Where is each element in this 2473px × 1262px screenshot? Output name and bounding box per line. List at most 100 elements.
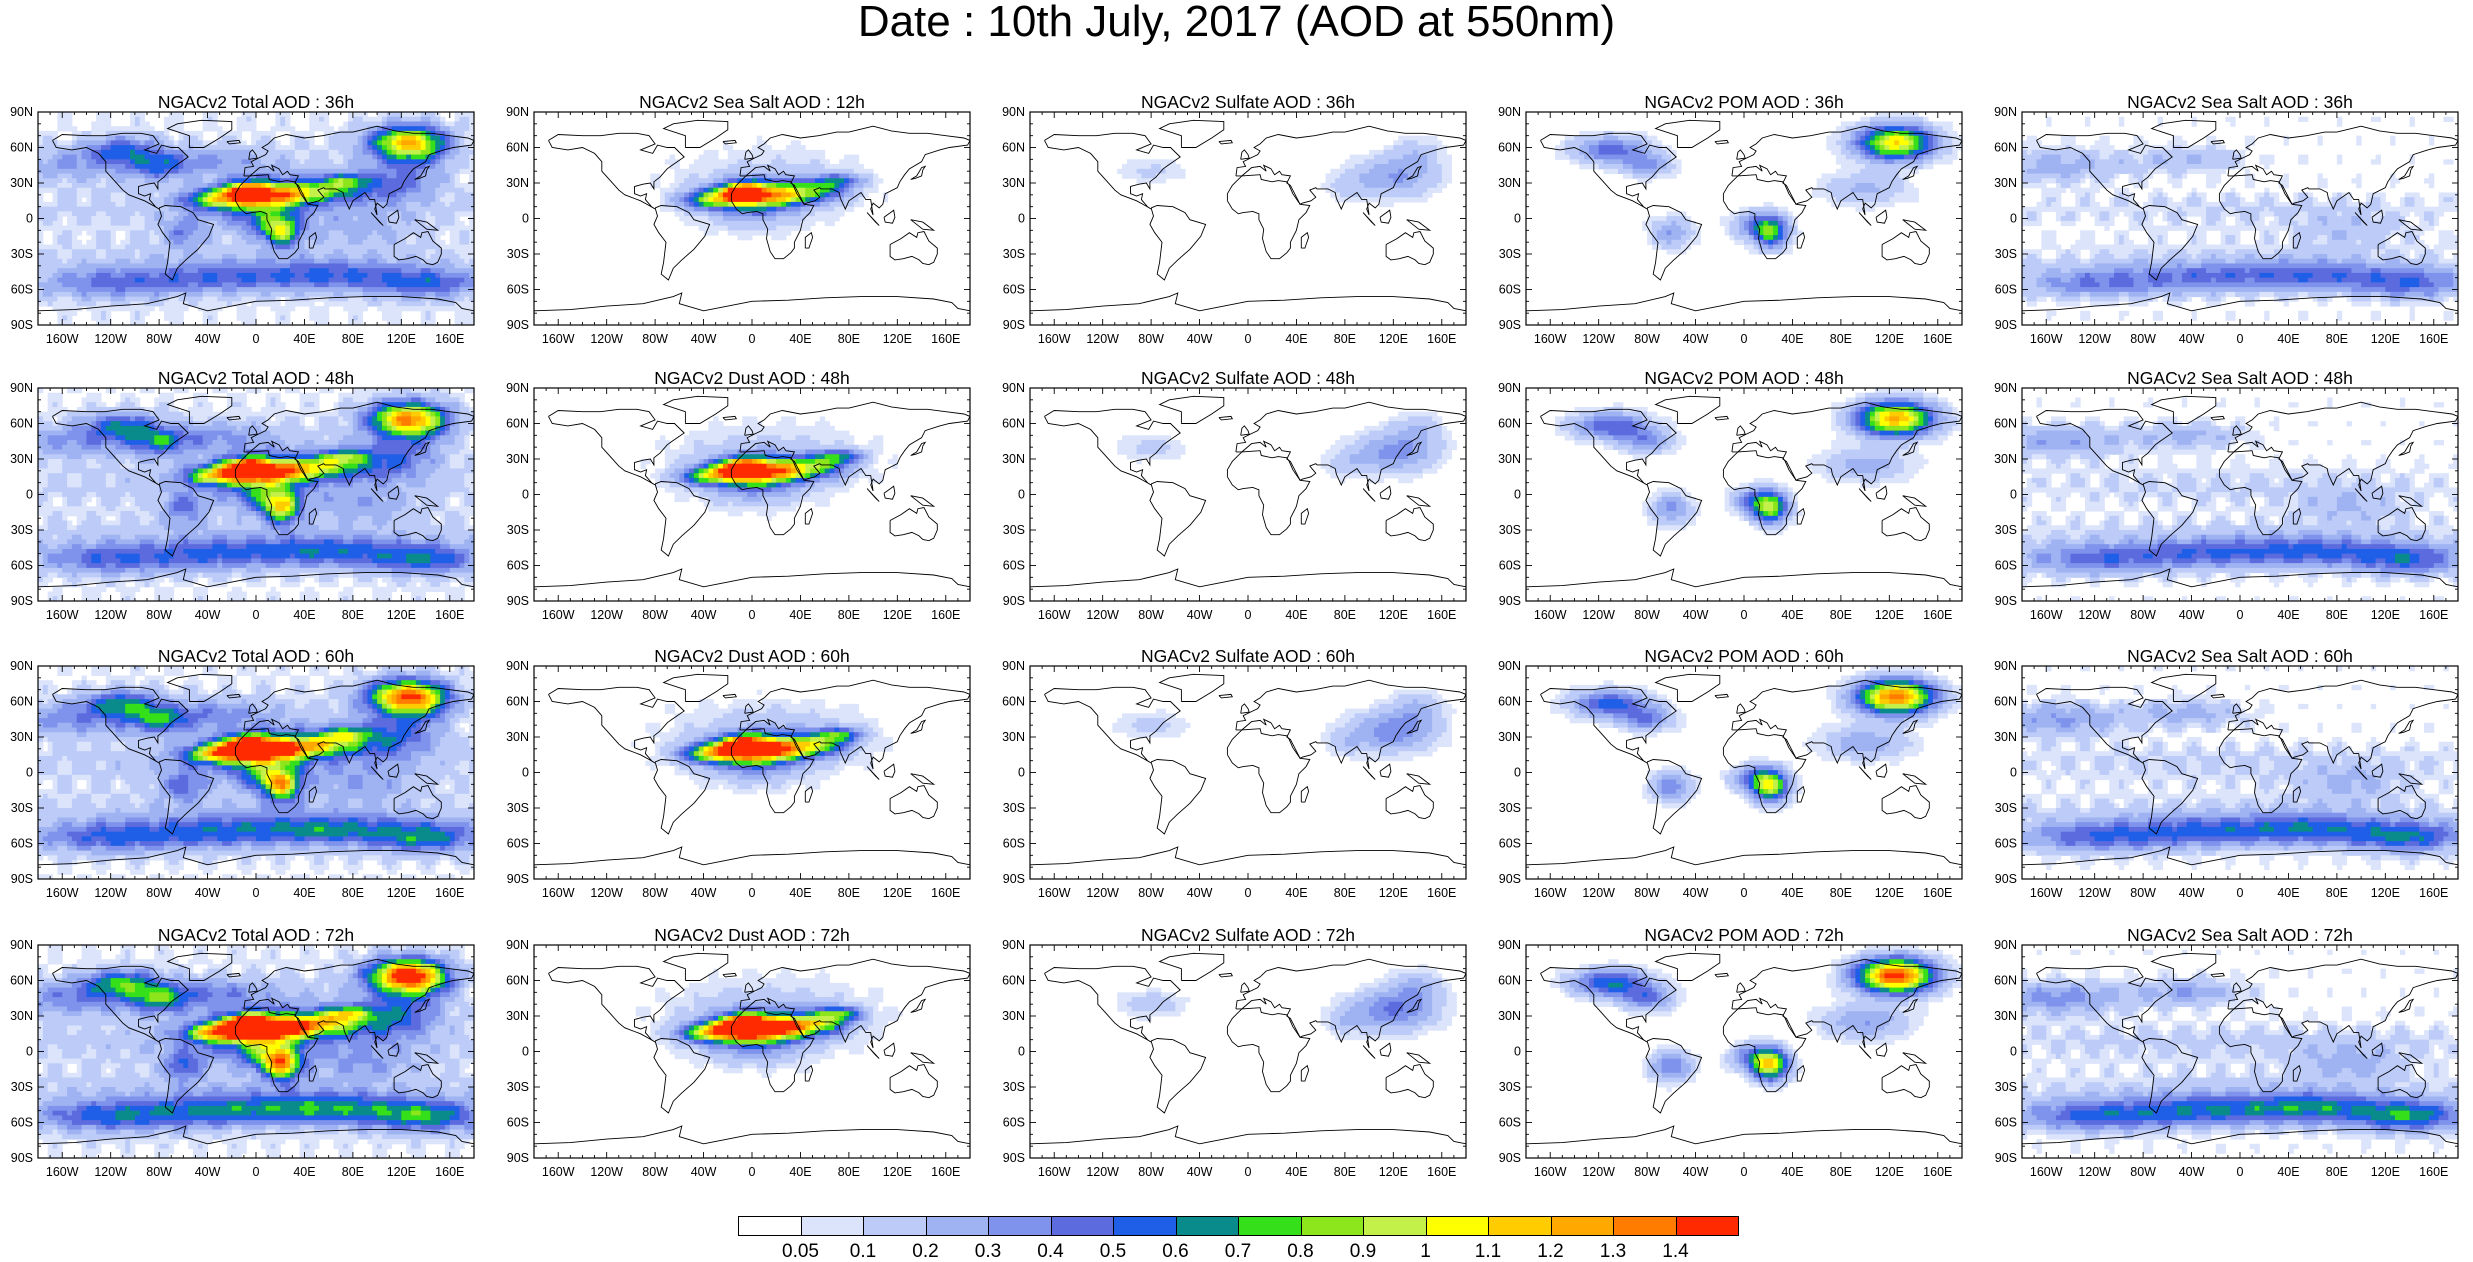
lat-tick-label: 60S bbox=[507, 283, 529, 297]
lat-tick-label: 90S bbox=[1995, 594, 2017, 608]
panel-title: NGACv2 POM AOD : 72h bbox=[1526, 925, 1962, 945]
lat-tick-label: 30N bbox=[1498, 176, 1521, 190]
lon-tick-label: 0 bbox=[253, 332, 260, 346]
lon-tick-label: 40W bbox=[2179, 608, 2205, 622]
lon-tick-label: 160E bbox=[1923, 886, 1952, 900]
lon-tick-label: 160E bbox=[1923, 608, 1952, 622]
lat-tick-label: 60N bbox=[10, 695, 33, 709]
lon-tick-label: 40E bbox=[1781, 886, 1803, 900]
lon-tick-label: 0 bbox=[253, 1165, 260, 1179]
lat-tick-label: 30N bbox=[10, 452, 33, 466]
lat-tick-label: 90S bbox=[1499, 872, 1521, 886]
lat-tick-label: 30S bbox=[1995, 1080, 2017, 1094]
lon-tick-label: 80W bbox=[2130, 332, 2156, 346]
lon-tick-label: 40W bbox=[1187, 1165, 1213, 1179]
lat-tick-label: 30N bbox=[1002, 730, 1025, 744]
lon-tick-label: 40E bbox=[293, 1165, 315, 1179]
lat-tick-label: 90S bbox=[11, 594, 33, 608]
aod-field bbox=[650, 136, 888, 241]
colorbar-swatch bbox=[1551, 1216, 1615, 1236]
lat-tick-label: 90S bbox=[11, 1151, 33, 1165]
aod-field bbox=[1550, 666, 1962, 813]
lat-tick-label: 90N bbox=[1994, 659, 2017, 673]
panel-title: NGACv2 Sea Salt AOD : 72h bbox=[2022, 925, 2458, 945]
lon-tick-label: 120E bbox=[2371, 608, 2400, 622]
colorbar-swatch bbox=[801, 1216, 865, 1236]
panel-title: NGACv2 Sea Salt AOD : 12h bbox=[534, 92, 970, 112]
panel-title: NGACv2 Sulfate AOD : 36h bbox=[1030, 92, 1466, 112]
lat-tick-label: 60N bbox=[1002, 417, 1025, 431]
lon-tick-label: 80E bbox=[342, 608, 364, 622]
lon-tick-label: 120E bbox=[2371, 886, 2400, 900]
lon-tick-label: 80E bbox=[838, 608, 860, 622]
lon-tick-label: 0 bbox=[749, 886, 756, 900]
panel-title: NGACv2 Sea Salt AOD : 36h bbox=[2022, 92, 2458, 112]
lat-tick-label: 90S bbox=[1499, 318, 1521, 332]
lat-tick-label: 0 bbox=[522, 766, 529, 780]
panel-title: NGACv2 POM AOD : 36h bbox=[1526, 92, 1962, 112]
lat-tick-label: 90N bbox=[10, 659, 33, 673]
lat-tick-label: 0 bbox=[1514, 488, 1521, 502]
lon-tick-label: 40E bbox=[2277, 608, 2299, 622]
lat-tick-label: 0 bbox=[26, 488, 33, 502]
lat-tick-label: 60S bbox=[1995, 283, 2017, 297]
lat-tick-label: 90N bbox=[1002, 659, 1025, 673]
lon-tick-label: 80W bbox=[642, 1165, 668, 1179]
lat-tick-label: 60N bbox=[1994, 417, 2017, 431]
lat-tick-label: 60S bbox=[11, 283, 33, 297]
lat-tick-label: 60S bbox=[1995, 559, 2017, 573]
lon-tick-label: 40W bbox=[691, 1165, 717, 1179]
colorbar-swatch bbox=[1051, 1216, 1115, 1236]
lon-tick-label: 80E bbox=[2326, 608, 2348, 622]
lat-tick-label: 30S bbox=[507, 801, 529, 815]
lon-tick-label: 120E bbox=[883, 608, 912, 622]
lat-tick-label: 0 bbox=[1514, 766, 1521, 780]
lat-tick-label: 0 bbox=[1514, 1045, 1521, 1059]
lat-tick-label: 30S bbox=[1995, 523, 2017, 537]
lon-tick-label: 160E bbox=[1427, 332, 1456, 346]
lon-tick-label: 160E bbox=[435, 608, 464, 622]
lon-tick-label: 0 bbox=[1245, 608, 1252, 622]
aod-field bbox=[641, 416, 898, 521]
lat-tick-label: 60S bbox=[11, 837, 33, 851]
lon-tick-label: 160W bbox=[2030, 608, 2063, 622]
lon-tick-label: 80E bbox=[342, 886, 364, 900]
aod-field bbox=[38, 388, 475, 602]
panel-title: NGACv2 Sea Salt AOD : 48h bbox=[2022, 368, 2458, 388]
lon-tick-label: 160W bbox=[1534, 1165, 1567, 1179]
lon-tick-label: 120E bbox=[2371, 1165, 2400, 1179]
colorbar-label: 1.3 bbox=[1583, 1242, 1643, 1261]
lat-tick-label: 60N bbox=[1498, 695, 1521, 709]
colorbar-label: 0.05 bbox=[771, 1242, 831, 1261]
lon-tick-label: 160W bbox=[1534, 608, 1567, 622]
lon-tick-label: 120W bbox=[1582, 886, 1615, 900]
colorbar-swatch bbox=[1613, 1216, 1677, 1236]
lon-tick-label: 0 bbox=[1741, 608, 1748, 622]
lat-tick-label: 90N bbox=[1002, 381, 1025, 395]
lon-tick-label: 160E bbox=[1427, 1165, 1456, 1179]
lat-tick-label: 30N bbox=[1498, 452, 1521, 466]
colorbar-swatch bbox=[1488, 1216, 1552, 1236]
lon-tick-label: 160W bbox=[2030, 332, 2063, 346]
lon-tick-label: 80W bbox=[1138, 1165, 1164, 1179]
lat-tick-label: 0 bbox=[1018, 1045, 1025, 1059]
lat-tick-label: 90S bbox=[11, 872, 33, 886]
panel-title: NGACv2 Sea Salt AOD : 60h bbox=[2022, 646, 2458, 666]
lon-tick-label: 120E bbox=[1379, 886, 1408, 900]
lon-tick-label: 0 bbox=[1245, 1165, 1252, 1179]
panel-title: NGACv2 Sulfate AOD : 60h bbox=[1030, 646, 1466, 666]
lon-tick-label: 80W bbox=[146, 886, 172, 900]
